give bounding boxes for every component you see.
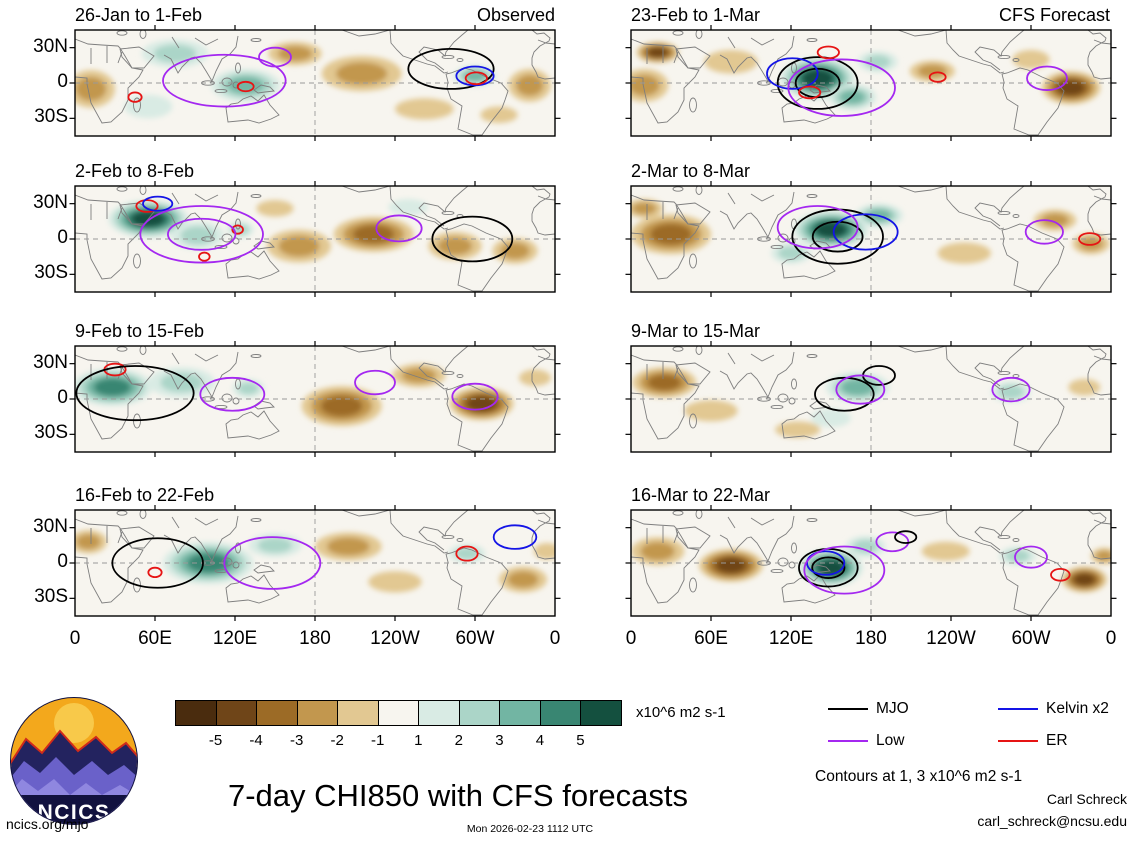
logo-sun-glow — [54, 703, 94, 743]
figure-title: 7-day CHI850 with CFS forecasts — [227, 778, 688, 813]
colorbar-tick-label-9: 5 — [576, 732, 585, 749]
x-label-col0-2: 120E — [212, 628, 258, 649]
x-label-col0-4: 120W — [370, 628, 420, 649]
colorbar-tick-label-5: 1 — [414, 732, 423, 749]
colorbar-segment-1 — [215, 700, 258, 726]
colorbar-tick-label-2: -3 — [289, 732, 304, 749]
y-label-row2-2: 30S — [34, 422, 68, 444]
colorbar-tick-label-7: 3 — [495, 732, 504, 749]
x-label-col1-0: 0 — [625, 628, 637, 649]
legend-label-2: Kelvin x2 — [1046, 700, 1109, 717]
panel-title-fcst-4: 16-Mar to 22-Mar — [631, 485, 771, 505]
x-label-col0-6: 0 — [549, 628, 561, 649]
colorbar-tick-label-4: -1 — [371, 732, 385, 749]
timestamp: Mon 2026-02-23 1112 UTC — [466, 823, 594, 835]
y-label-row0-2: 30S — [34, 106, 68, 128]
colorbar-segment-3 — [296, 700, 339, 726]
x-label-col1-1: 60E — [694, 628, 728, 649]
colorbar-segment-4 — [337, 700, 379, 726]
legend-line-3 — [998, 740, 1038, 742]
y-label-row3-1: 0 — [57, 551, 68, 572]
map-panel-obs-1 — [69, 25, 561, 141]
legend-line-2 — [998, 708, 1038, 710]
x-label-col1-2: 120E — [768, 628, 814, 649]
colorbar-tick-label-6: 2 — [454, 732, 463, 749]
logo-ridge-line — [11, 729, 137, 768]
colorbar-tick-label-3: -2 — [330, 732, 344, 749]
y-label-row0-1: 0 — [57, 71, 68, 92]
y-label-row3-2: 30S — [34, 586, 68, 608]
colorbar-tick-label-0: -5 — [208, 732, 223, 749]
y-label-row1-1: 0 — [57, 227, 68, 248]
colorbar-segment-8 — [499, 700, 541, 726]
colorbar-segment-6 — [418, 700, 460, 726]
panel-title-fcst-2: 2-Mar to 8-Mar — [631, 161, 751, 181]
map-panel-fcst-2 — [625, 181, 1117, 297]
panel-title-obs-2: 2-Feb to 8-Feb — [75, 161, 195, 181]
x-label-col1-6: 0 — [1105, 628, 1117, 649]
author-email: carl_schreck@ncsu.edu — [977, 813, 1127, 829]
contours-note: Contours at 1, 3 x10^6 m2 s-1 — [815, 768, 1023, 785]
x-label-col1-5: 60W — [1011, 628, 1051, 649]
ncics-logo: NCICS — [10, 697, 138, 825]
x-label-col1-4: 120W — [926, 628, 976, 649]
y-label-row1-0: 30N — [33, 191, 68, 213]
colorbar-segment-5 — [377, 700, 420, 726]
colorbar-tick-label-1: -4 — [249, 732, 263, 749]
y-label-row3-0: 30N — [33, 515, 68, 537]
colorbar-segment-0 — [175, 700, 217, 726]
logo-text: NCICS — [38, 801, 111, 824]
colorbar-units: x10^6 m2 s-1 — [636, 704, 726, 721]
panel-title-fcst-3: 9-Mar to 15-Mar — [631, 321, 761, 341]
x-label-col0-5: 60W — [455, 628, 495, 649]
panel-title-obs-1: 26-Jan to 1-Feb — [75, 5, 203, 25]
map-panel-obs-4 — [69, 505, 561, 621]
legend-label-0: MJO — [876, 700, 909, 717]
y-label-row1-2: 30S — [34, 262, 68, 284]
x-label-col0-3: 180 — [299, 628, 331, 649]
legend-label-1: Low — [876, 732, 905, 749]
map-panel-obs-3 — [69, 341, 561, 457]
panel-title-fcst-1: 23-Feb to 1-Mar — [631, 5, 761, 25]
colorbar-tick-label-8: 4 — [535, 732, 545, 749]
panel-title-obs-3: 9-Feb to 15-Feb — [75, 321, 205, 341]
x-label-col0-1: 60E — [138, 628, 172, 649]
colorbar-segment-2 — [256, 700, 298, 726]
legend-label-3: ER — [1046, 732, 1068, 749]
observed-heading: Observed — [476, 5, 555, 25]
y-label-row0-0: 30N — [33, 35, 68, 57]
colorbar-segment-7 — [458, 700, 501, 726]
map-panel-fcst-4 — [625, 505, 1117, 621]
map-panel-fcst-3 — [625, 341, 1117, 457]
site-url: ncics.org/mjo — [6, 816, 89, 832]
x-label-col1-3: 180 — [855, 628, 887, 649]
legend-line-1 — [828, 740, 868, 742]
y-label-row2-1: 0 — [57, 387, 68, 408]
x-label-col0-0: 0 — [69, 628, 81, 649]
map-panel-obs-2 — [69, 181, 561, 297]
y-label-row2-0: 30N — [33, 351, 68, 373]
cfs-forecast-heading: CFS Forecast — [998, 5, 1110, 25]
colorbar-segment-9 — [539, 700, 582, 726]
colorbar-segment-10 — [580, 700, 622, 726]
map-panel-fcst-1 — [625, 25, 1117, 141]
legend-line-0 — [828, 708, 868, 710]
author-credit: Carl Schreck — [1046, 791, 1127, 807]
panel-title-obs-4: 16-Feb to 22-Feb — [75, 485, 215, 505]
